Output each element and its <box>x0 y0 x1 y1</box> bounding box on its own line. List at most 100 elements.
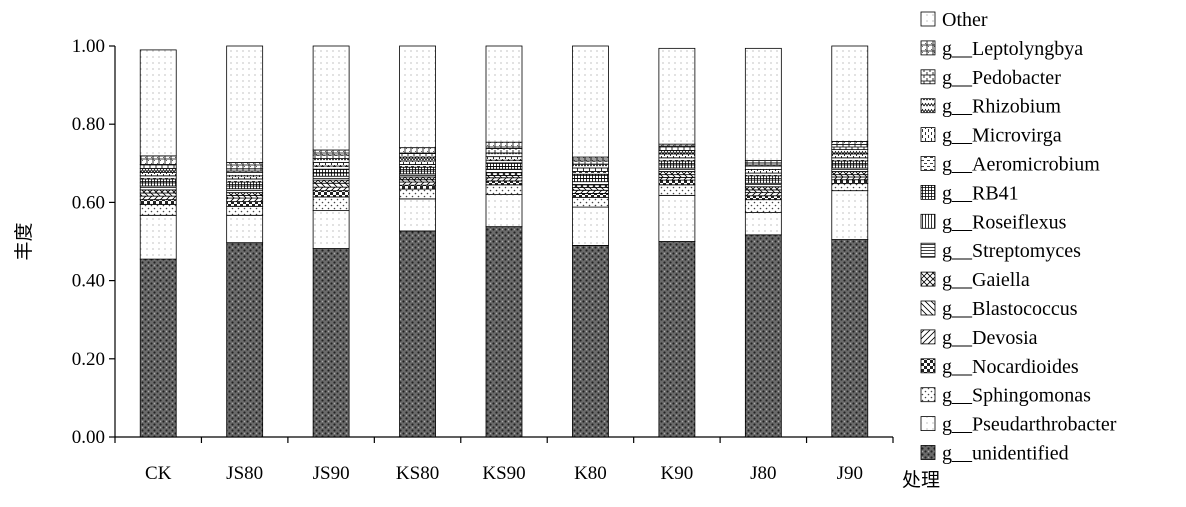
bar-segment-g-aeromicrobium <box>831 157 869 162</box>
bar-segment-g-rb41 <box>139 178 177 184</box>
bar-segment-g-gaiella <box>312 179 350 184</box>
bar-segment-g-roseiflexus <box>226 185 264 190</box>
legend-swatch <box>920 69 936 85</box>
legend-label: g__Nocardioides <box>942 356 1079 378</box>
bar-stack-k90 <box>658 47 696 438</box>
bar-segment-g-microvirga <box>139 171 177 177</box>
y-tick-label: 0.60 <box>72 192 105 213</box>
legend-item-g-rhizobium: g__Rhizobium <box>920 96 1061 118</box>
bar-segment-g-unidentified <box>312 248 350 438</box>
bar-segment-g-streptomyces <box>572 181 609 186</box>
legend-item-g-unidentified: g__unidentified <box>920 443 1069 465</box>
bar-segment-g-pseudarthrobacter <box>658 194 696 242</box>
legend-swatch <box>920 271 936 287</box>
bar-segment-g-leptolyngbya <box>831 141 869 145</box>
bar-segment-g-aeromicrobium <box>572 171 609 175</box>
bar-segment-g-rhizobium <box>139 167 177 173</box>
legend-label: g__Gaiella <box>942 269 1030 291</box>
bar-segment-g-roseiflexus <box>139 182 177 187</box>
bar-segment-g-pseudarthrobacter <box>312 210 350 249</box>
x-axis-title: 处理 <box>902 469 940 491</box>
bar-segment-g-unidentified <box>831 239 869 438</box>
y-tick-label: 0.40 <box>72 271 105 292</box>
bar-stack-ks80 <box>399 45 436 438</box>
bar-segment-g-sphingomonas <box>226 205 264 216</box>
bar-segment-g-blastococcus <box>312 182 350 188</box>
bar-segment-g-microvirga <box>831 153 869 159</box>
bar-segment-g-leptolyngbya <box>572 156 609 162</box>
bar-segment-g-gaiella <box>658 171 696 176</box>
legend-item-g-leptolyngbya: g__Leptolyngbya <box>920 38 1083 60</box>
bar-segment-g-nocardioides <box>831 179 869 185</box>
bar-segment-g-leptolyngbya <box>139 155 177 165</box>
bar-segment-g-pedobacter <box>831 144 869 151</box>
legend-item-g-sphingomonas: g__Sphingomonas <box>920 385 1091 407</box>
bar-segment-g-rb41 <box>831 160 869 166</box>
bar-segment-g-streptomyces <box>485 168 523 174</box>
bar-segment-g-pseudarthrobacter <box>744 212 782 236</box>
bar-segment-g-sphingomonas <box>139 203 177 216</box>
bar-segment-g-unidentified <box>139 258 177 438</box>
legend-label: g__Pseudarthrobacter <box>942 414 1117 436</box>
bar-segment-g-rhizobium <box>312 158 350 163</box>
bar-segment-g-unidentified <box>572 245 609 438</box>
bar-segment-g-devosia <box>831 176 869 181</box>
bar-segment-g-gaiella <box>831 171 869 176</box>
x-tick-label: K90 <box>661 463 694 484</box>
bar-segment-g-microvirga <box>399 160 436 165</box>
bar-segment-g-unidentified <box>399 230 436 438</box>
legend-item-g-rb41: g__RB41 <box>920 182 1019 204</box>
legend: Other g__Leptolyngbya g__Pedobacter g__Rhiz… <box>920 9 1117 465</box>
bar-segment-g-nocardioides <box>744 195 782 201</box>
legend-label: g__Pedobacter <box>942 67 1061 89</box>
bar-segment-g-rb41 <box>399 166 436 172</box>
bar-segment-g-leptolyngbya <box>399 147 436 154</box>
bar-segment-g-sphingomonas <box>831 183 869 192</box>
bar-segment-g-rb41 <box>226 181 264 187</box>
bar-segment-other <box>399 45 436 149</box>
bar-segment-g-blastococcus <box>658 174 696 178</box>
x-tick-label: KS80 <box>396 463 439 484</box>
legend-swatch <box>920 329 936 345</box>
bar-segment-g-leptolyngbya <box>312 149 350 156</box>
bar-segment-g-streptomyces <box>658 167 696 172</box>
legend-swatch <box>920 416 936 432</box>
y-tick-label: 1.00 <box>72 36 105 57</box>
bar-segment-g-rhizobium <box>485 152 523 158</box>
bar-segment-g-nocardioides <box>312 190 350 198</box>
bar-segment-g-pedobacter <box>658 145 696 151</box>
legend-item-g-streptomyces: g__Streptomyces <box>920 240 1081 262</box>
x-tick-label: J90 <box>837 463 863 484</box>
legend-swatch <box>920 387 936 403</box>
bar-segment-g-aeromicrobium <box>658 157 696 162</box>
bar-segment-g-pedobacter <box>139 164 177 169</box>
bar-stack-js80 <box>226 45 264 438</box>
legend-item-g-devosia: g__Devosia <box>920 327 1038 349</box>
bar-segment-g-microvirga <box>226 175 264 180</box>
bar-segment-g-roseiflexus <box>831 164 869 169</box>
bar-segment-g-sphingomonas <box>485 184 523 195</box>
bar-segment-g-aeromicrobium <box>312 165 350 170</box>
bar-segment-g-roseiflexus <box>485 166 523 170</box>
bar-segment-g-gaiella <box>226 192 264 196</box>
bar-stack-k80 <box>572 45 609 438</box>
bar-segment-g-devosia <box>399 181 436 186</box>
bar-segment-g-aeromicrobium <box>399 164 436 168</box>
legend-item-g-aeromicrobium: g__Aeromicrobium <box>920 154 1100 176</box>
legend-label: g__Roseiflexus <box>942 211 1067 233</box>
bar-segment-g-pseudarthrobacter <box>226 214 264 244</box>
bar-segment-g-rb41 <box>658 160 696 166</box>
bar-segment-g-sphingomonas <box>312 196 350 212</box>
bar-segment-g-unidentified <box>744 234 782 438</box>
bar-segment-g-devosia <box>312 186 350 192</box>
bar-segment-g-nocardioides <box>485 180 523 186</box>
bar-segment-g-nocardioides <box>399 184 436 190</box>
bar-segment-g-devosia <box>139 195 177 201</box>
bar-segment-g-sphingomonas <box>399 188 436 200</box>
bar-segment-g-devosia <box>226 197 264 203</box>
bar-segment-g-streptomyces <box>139 185 177 191</box>
bar-segment-g-pedobacter <box>312 154 350 160</box>
legend-swatch <box>920 127 936 142</box>
